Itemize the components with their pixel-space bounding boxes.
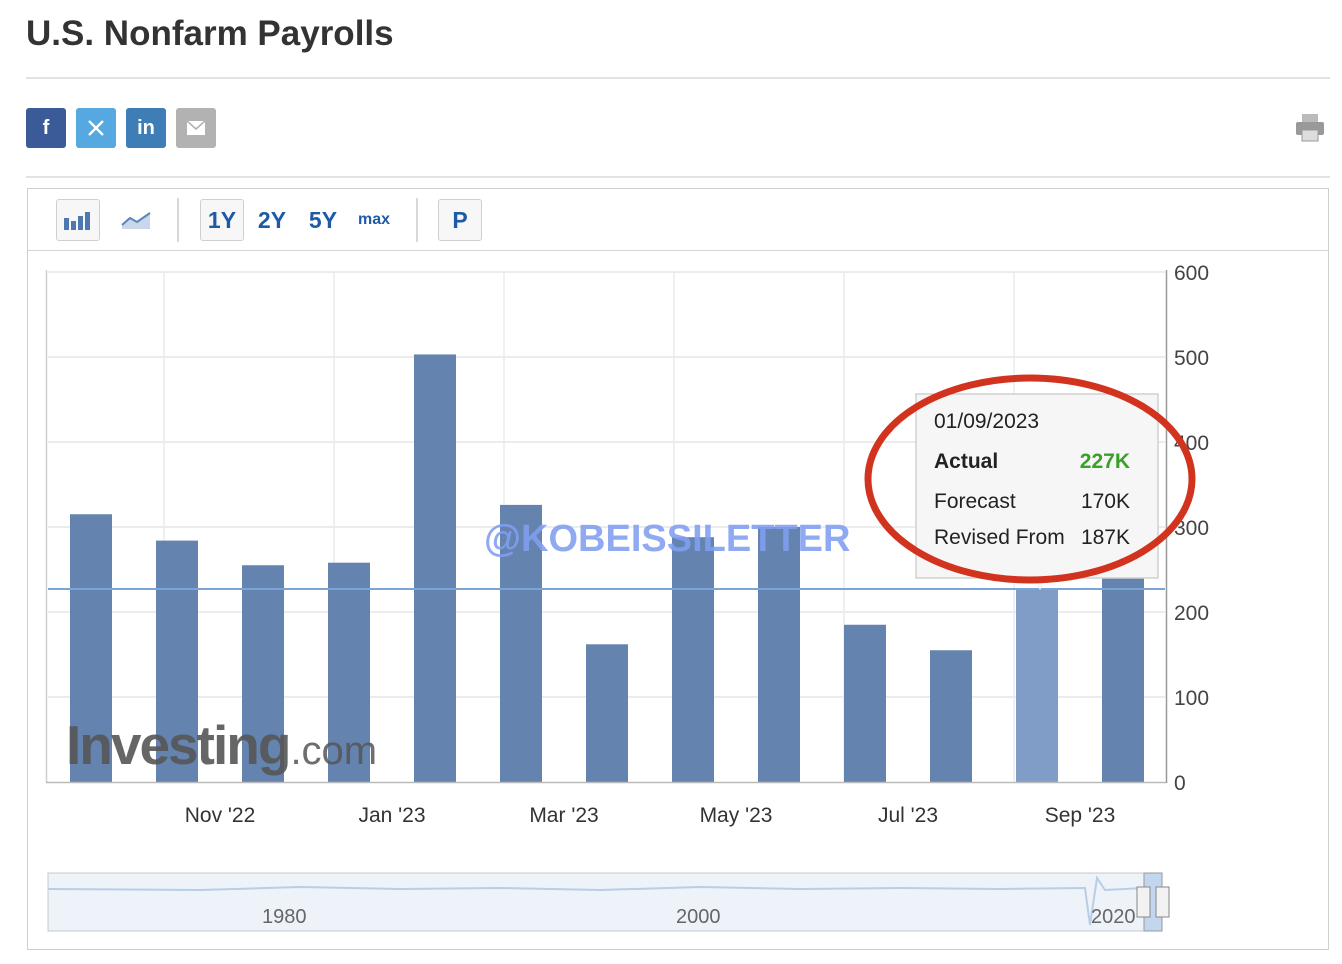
range-max-button[interactable]: max xyxy=(357,211,391,228)
printer-icon xyxy=(1296,114,1324,142)
tooltip-revised-label: Revised From xyxy=(934,526,1065,549)
toolbar-separator xyxy=(416,198,418,242)
logo-main-text: Investing xyxy=(66,714,289,776)
y-tick-label: 600 xyxy=(1174,262,1209,285)
tooltip-date: 01/09/2023 xyxy=(934,410,1039,433)
x-tick-label: May '23 xyxy=(700,804,773,827)
toolbar-divider xyxy=(28,250,1328,251)
p-button[interactable]: P xyxy=(438,199,482,241)
bar-apr-23[interactable] xyxy=(586,644,628,782)
y-tick-label: 100 xyxy=(1174,687,1209,710)
bar-may-23[interactable] xyxy=(672,537,714,782)
navigator-handle-right[interactable] xyxy=(1155,886,1170,918)
tooltip-actual-value: 227K xyxy=(1080,450,1130,473)
share-divider xyxy=(26,176,1330,178)
bar-chart-button[interactable] xyxy=(56,199,100,241)
logo-suffix-text: .com xyxy=(290,729,377,773)
x-tick-label: Mar '23 xyxy=(529,804,598,827)
bar-nov-22[interactable] xyxy=(156,540,198,782)
bar-sep-23[interactable] xyxy=(1016,589,1058,782)
facebook-icon: f xyxy=(42,116,50,139)
navigator-area xyxy=(47,872,1145,932)
bar-aug-23[interactable] xyxy=(930,650,972,782)
y-tick-label: 500 xyxy=(1174,347,1209,370)
tooltip-forecast-value: 170K xyxy=(1081,490,1130,513)
bar-chart-icon xyxy=(64,212,90,230)
tooltip-box xyxy=(915,393,1159,579)
navigator: 1980 2000 2020 xyxy=(47,872,1170,932)
tooltip-actual-label: Actual xyxy=(934,450,998,473)
y-tick-label: 200 xyxy=(1174,602,1209,625)
x-tick-label: Jul '23 xyxy=(878,804,938,827)
tooltip-forecast-label: Forecast xyxy=(934,490,1016,513)
x-icon xyxy=(88,120,104,136)
navigator-series-line xyxy=(47,875,1145,926)
bar-mar-23[interactable] xyxy=(500,504,542,782)
title-divider xyxy=(26,77,1330,79)
bar-jun-23[interactable] xyxy=(758,527,800,782)
navigator-handle-left[interactable] xyxy=(1136,886,1151,918)
line-chart-button[interactable] xyxy=(114,199,158,241)
bar-oct-23[interactable] xyxy=(1102,578,1144,782)
range-2y-button[interactable]: 2Y xyxy=(257,206,287,233)
x-tick-label: Nov '22 xyxy=(185,804,256,827)
chart-panel xyxy=(27,188,1329,950)
tooltip-revised-value: 187K xyxy=(1081,526,1130,549)
linkedin-share-button[interactable]: in xyxy=(126,108,166,148)
range-5y-button[interactable]: 5Y xyxy=(308,206,338,233)
bar-jan-23[interactable] xyxy=(328,562,370,782)
line-chart-icon xyxy=(121,212,151,229)
bar-feb-23[interactable] xyxy=(414,354,456,782)
investing-logo: Investing .com xyxy=(66,714,377,776)
envelope-icon xyxy=(186,120,206,135)
bar-dec-22[interactable] xyxy=(242,565,284,782)
y-tick-label: 0 xyxy=(1174,772,1186,795)
range-1y-button[interactable]: 1Y xyxy=(200,199,244,241)
y-tick-label: 300 xyxy=(1174,517,1209,540)
x-tick-label: Sep '23 xyxy=(1045,804,1116,827)
tooltip: 01/09/2023 Actual 227K Forecast 170K Rev… xyxy=(915,393,1159,590)
x-tick-label: Jan '23 xyxy=(358,804,425,827)
print-button[interactable] xyxy=(1294,113,1326,148)
navigator-label-2000: 2000 xyxy=(676,906,721,928)
email-share-button[interactable] xyxy=(176,108,216,148)
page-title: U.S. Nonfarm Payrolls xyxy=(26,14,394,53)
navigator-label-1980: 1980 xyxy=(262,906,307,928)
bar-oct-22[interactable] xyxy=(70,514,112,782)
linkedin-icon: in xyxy=(137,116,155,139)
twitter-share-button[interactable] xyxy=(76,108,116,148)
bar-jul-23[interactable] xyxy=(844,624,886,782)
facebook-share-button[interactable]: f xyxy=(26,108,66,148)
navigator-label-2020: 2020 xyxy=(1091,906,1136,928)
red-highlight-circle xyxy=(864,374,1196,584)
watermark: @KOBEISSILETTER xyxy=(484,518,850,560)
toolbar-separator xyxy=(177,198,179,242)
